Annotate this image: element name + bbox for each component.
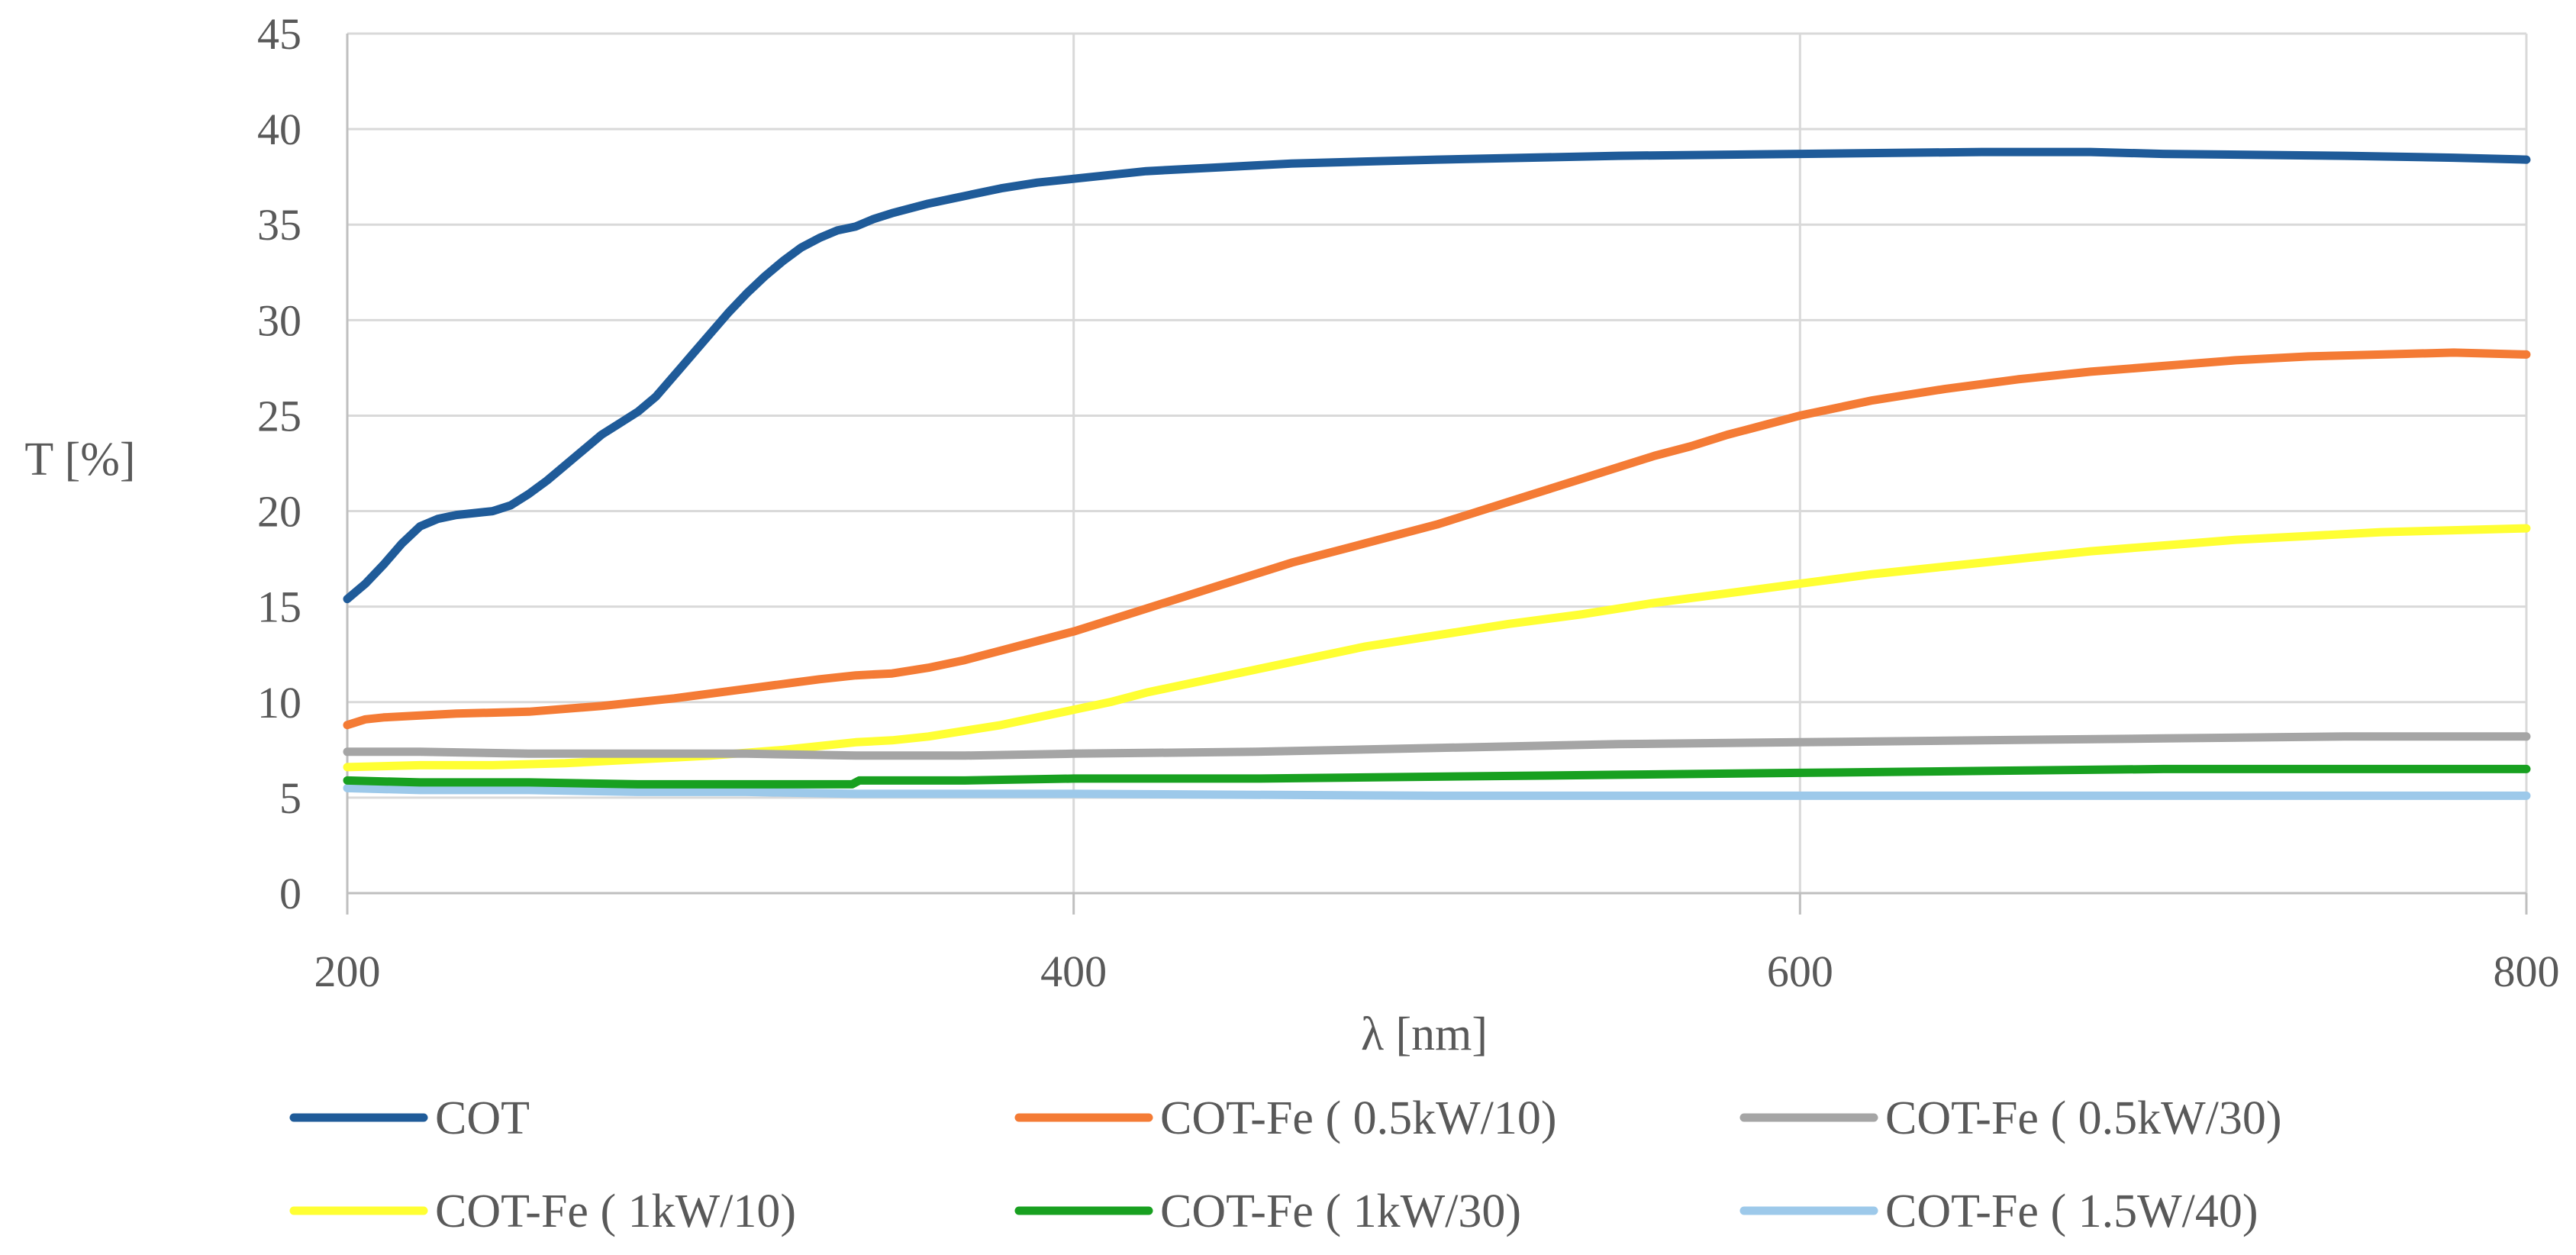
- y-tick-label: 5: [279, 773, 301, 823]
- x-tick-label: 200: [314, 947, 381, 996]
- legend-item-cot-fe-1kw-10: COT-Fe ( 1kW/10): [289, 1186, 796, 1237]
- y-tick-label: 10: [257, 678, 301, 728]
- y-tick-label: 40: [257, 105, 301, 154]
- y-tick-label: 0: [279, 869, 301, 918]
- x-tick-label: 400: [1040, 947, 1107, 996]
- legend-item-cot: COT: [289, 1092, 530, 1144]
- y-tick-labels: 0 5 10 15 20 25 30 35 40 45: [257, 9, 301, 918]
- y-tick-label: 35: [257, 200, 301, 250]
- series-line-cot: [343, 147, 2531, 604]
- legend-item-cot-fe-0-5kw-30: COT-Fe ( 0.5kW/30): [1739, 1092, 2282, 1144]
- x-axis-title: λ [nm]: [1361, 1008, 1488, 1060]
- series-line-cot-fe-1-5w-40: [343, 783, 2531, 800]
- x-tick-label: 800: [2494, 947, 2560, 996]
- legend-label: COT-Fe ( 1kW/30): [1160, 1186, 1521, 1237]
- y-tick-label: 25: [257, 391, 301, 440]
- legend-label: COT: [435, 1092, 530, 1144]
- legend-item-cot-fe-1-5w-40: COT-Fe ( 1.5W/40): [1739, 1186, 2258, 1237]
- legend-label: COT-Fe ( 1.5W/40): [1885, 1186, 2258, 1237]
- series-lines: [343, 147, 2531, 800]
- legend: COT COT-Fe ( 0.5kW/10) COT-Fe ( 0.5kW/30) C…: [289, 1092, 2282, 1237]
- y-tick-label: 30: [257, 295, 301, 345]
- series-line-cot-fe-0-5kw-10: [343, 348, 2531, 730]
- legend-label: COT-Fe ( 0.5kW/30): [1885, 1092, 2282, 1144]
- series-line-cot-fe-1kw-30: [343, 764, 2531, 789]
- legend-label: COT-Fe ( 0.5kW/10): [1160, 1092, 1557, 1144]
- y-axis-title: T [%]: [24, 434, 135, 486]
- legend-label: COT-Fe ( 1kW/10): [435, 1186, 796, 1237]
- legend-item-cot-fe-0-5kw-10: COT-Fe ( 0.5kW/10): [1014, 1092, 1557, 1144]
- gridlines: [347, 32, 2528, 893]
- y-tick-label: 45: [257, 9, 301, 59]
- y-tick-label: 20: [257, 487, 301, 537]
- y-tick-label: 15: [257, 582, 301, 632]
- series-line-cot-fe-0-5kw-30: [343, 732, 2531, 760]
- x-tick-labels: 200 400 600 800: [314, 947, 2560, 996]
- series-line-cot-fe-1kw-10: [343, 524, 2531, 772]
- legend-item-cot-fe-1kw-30: COT-Fe ( 1kW/30): [1014, 1186, 1521, 1237]
- x-tick-label: 600: [1767, 947, 1833, 996]
